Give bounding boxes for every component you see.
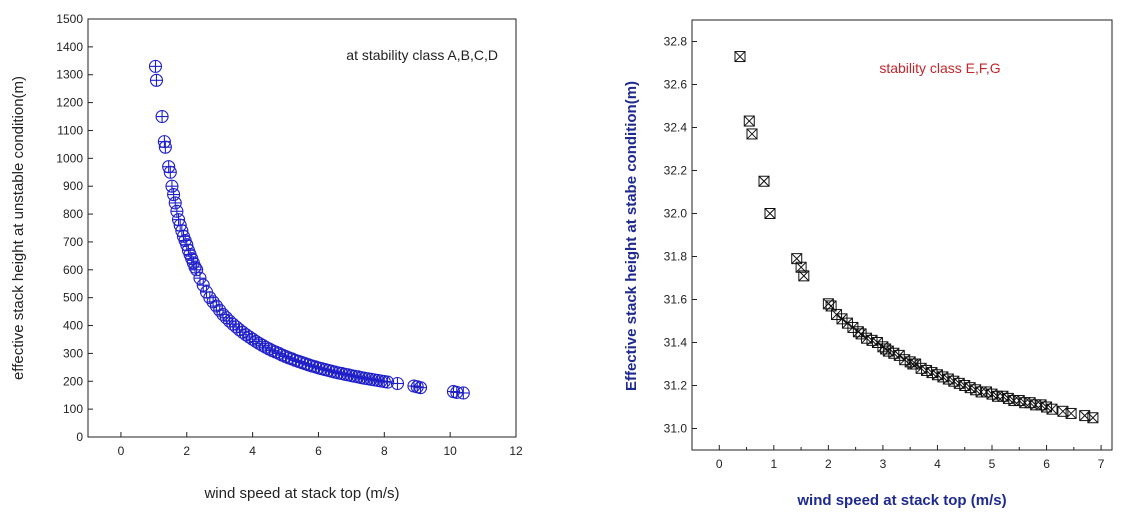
x-tick-label: 1 [770, 457, 777, 471]
x-ticks-right: 0 1 2 3 4 5 6 7 [691, 445, 1105, 471]
x-tick-label: 6 [1043, 457, 1050, 471]
data-point [456, 386, 470, 400]
x-tick-label: 2 [183, 444, 190, 458]
x-tick-label: 8 [381, 444, 388, 458]
data-point [167, 188, 181, 202]
x-tick-label: 10 [443, 444, 457, 458]
annotation-right: stability class E,F,G [879, 60, 1000, 76]
points-right [734, 51, 1099, 424]
x-tick-label: 0 [716, 457, 723, 471]
data-point [242, 330, 256, 344]
x-tick-label: 0 [118, 444, 125, 458]
annotation-left: at stability class A,B,C,D [346, 47, 498, 63]
x-axis-label-right: wind speed at stack top (m/s) [796, 492, 1006, 509]
y-tick-label: 31.0 [664, 422, 688, 436]
x-tick-label: 2 [825, 457, 832, 471]
data-point [764, 208, 776, 219]
data-point [193, 271, 207, 285]
y-tick-label: 800 [63, 207, 83, 221]
y-tick-label: 32.2 [664, 164, 688, 178]
data-point [390, 376, 405, 391]
data-point [216, 307, 230, 321]
y-tick-label: 32.6 [664, 78, 688, 92]
data-point [746, 128, 758, 140]
y-tick-label: 500 [63, 291, 83, 305]
x-ticks-left: 0 2 4 6 8 10 12 [118, 432, 523, 458]
chart-right: 31.0 31.2 31.4 31.6 31.8 32.0 32.2 32.4 32.6 32.8… [623, 19, 1113, 509]
y-tick-label: 31.4 [664, 336, 688, 350]
y-tick-label: 1100 [57, 123, 83, 137]
data-point [734, 51, 746, 63]
data-point [170, 204, 184, 218]
y-tick-label: 31.8 [664, 250, 688, 264]
data-point [246, 332, 260, 346]
data-point [196, 278, 210, 292]
data-point [743, 115, 755, 127]
y-tick-label: 400 [63, 319, 83, 333]
data-point [381, 375, 395, 389]
y-tick-label: 32.8 [664, 35, 688, 49]
x-tick-label: 7 [1098, 457, 1105, 471]
y-tick-label: 31.2 [664, 379, 688, 393]
x-tick-label: 5 [989, 457, 996, 471]
y-tick-label: 600 [63, 263, 83, 277]
points-left [148, 59, 470, 400]
data-point [249, 334, 263, 348]
data-point [163, 165, 177, 179]
data-point [158, 140, 172, 154]
data-point [1087, 412, 1099, 424]
y-tick-label: 1400 [56, 40, 83, 54]
y-axis-label-left: effective stack height at unstable condi… [10, 76, 27, 380]
data-point [190, 263, 204, 277]
y-tick-label: 100 [63, 402, 83, 416]
data-point [236, 325, 250, 339]
x-tick-label: 4 [249, 444, 256, 458]
data-point [758, 175, 770, 187]
data-point [239, 328, 253, 342]
x-tick-label: 6 [315, 444, 322, 458]
y-tick-label: 1500 [56, 12, 83, 26]
y-tick-label: 900 [63, 179, 83, 193]
data-point [165, 179, 179, 193]
data-point [149, 73, 164, 87]
x-tick-label: 12 [509, 444, 523, 458]
x-axis-label-left: wind speed at stack top (m/s) [203, 485, 399, 502]
y-tick-label: 0 [76, 430, 83, 444]
data-point [798, 270, 810, 282]
data-point [252, 336, 266, 350]
plot-frame-right [691, 19, 1113, 451]
y-tick-label: 32.4 [664, 121, 688, 135]
y-tick-label: 1200 [56, 96, 83, 110]
data-point [219, 311, 233, 325]
data-point [148, 59, 163, 73]
y-tick-label: 31.6 [664, 293, 688, 307]
data-point [413, 381, 428, 395]
y-tick-label: 1000 [56, 151, 83, 165]
plot-frame-left [87, 18, 517, 438]
data-point [168, 196, 182, 210]
y-ticks-right: 31.0 31.2 31.4 31.6 31.8 32.0 32.2 32.4 32.6 32.8 [664, 35, 697, 436]
x-tick-label: 4 [934, 457, 941, 471]
x-tick-label: 3 [880, 457, 887, 471]
data-point [450, 385, 464, 399]
data-point [155, 109, 169, 124]
data-point [255, 338, 270, 352]
data-point [1065, 407, 1077, 419]
y-tick-label: 32.0 [664, 207, 688, 221]
y-tick-label: 200 [63, 374, 83, 388]
chart-left: 0100200300400500600700800900100011001200… [10, 12, 523, 502]
data-point [1046, 403, 1058, 415]
y-tick-label: 300 [63, 346, 83, 360]
y-tick-label: 700 [63, 235, 83, 249]
y-axis-label-right: Effective stack height at stabe conditio… [623, 81, 640, 391]
y-ticks-left: 0 100 200 300 400 500 600 700 800 900 1000 1100 1200… [56, 12, 93, 444]
y-tick-label: 1300 [56, 68, 83, 82]
